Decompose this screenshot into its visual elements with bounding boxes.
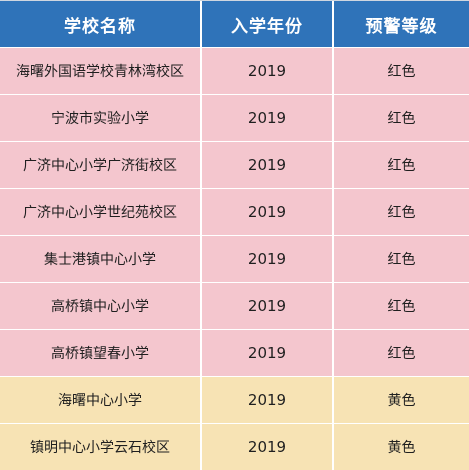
header-school-name: 学校名称 [0,1,200,47]
school-name-cell: 高桥镇中心小学 [0,283,200,329]
enrollment-year-cell: 2019 [202,283,332,329]
table-row: 集士港镇中心小学 2019 红色 [0,236,469,282]
table-row: 高桥镇中心小学 2019 红色 [0,283,469,329]
enrollment-year-cell: 2019 [202,236,332,282]
enrollment-year-cell: 2019 [202,48,332,94]
warning-level-cell: 黄色 [334,377,469,423]
header-enrollment-year: 入学年份 [202,1,332,47]
warning-level-cell: 红色 [334,236,469,282]
table-row: 镇明中心小学云石校区 2019 黄色 [0,424,469,470]
school-name-cell: 高桥镇望春小学 [0,330,200,376]
enrollment-year-cell: 2019 [202,142,332,188]
enrollment-year-cell: 2019 [202,377,332,423]
warning-level-cell: 红色 [334,283,469,329]
school-name-cell: 海曙外国语学校青林湾校区 [0,48,200,94]
school-name-cell: 广济中心小学世纪苑校区 [0,189,200,235]
enrollment-year-cell: 2019 [202,330,332,376]
school-name-cell: 广济中心小学广济街校区 [0,142,200,188]
enrollment-year-cell: 2019 [202,95,332,141]
table-row: 海曙中心小学 2019 黄色 [0,377,469,423]
table-row: 广济中心小学世纪苑校区 2019 红色 [0,189,469,235]
enrollment-year-cell: 2019 [202,424,332,470]
warning-level-cell: 红色 [334,48,469,94]
header-warning-level: 预警等级 [334,1,469,47]
warning-level-cell: 红色 [334,189,469,235]
school-name-cell: 镇明中心小学云石校区 [0,424,200,470]
warning-level-cell: 红色 [334,330,469,376]
table-row: 宁波市实验小学 2019 红色 [0,95,469,141]
school-name-cell: 集士港镇中心小学 [0,236,200,282]
table-header-row: 学校名称 入学年份 预警等级 [0,1,469,47]
enrollment-year-cell: 2019 [202,189,332,235]
warning-level-cell: 红色 [334,142,469,188]
warning-level-cell: 黄色 [334,424,469,470]
table-row: 广济中心小学广济街校区 2019 红色 [0,142,469,188]
school-name-cell: 宁波市实验小学 [0,95,200,141]
warning-level-cell: 红色 [334,95,469,141]
table-row: 高桥镇望春小学 2019 红色 [0,330,469,376]
table-row: 海曙外国语学校青林湾校区 2019 红色 [0,48,469,94]
school-name-cell: 海曙中心小学 [0,377,200,423]
